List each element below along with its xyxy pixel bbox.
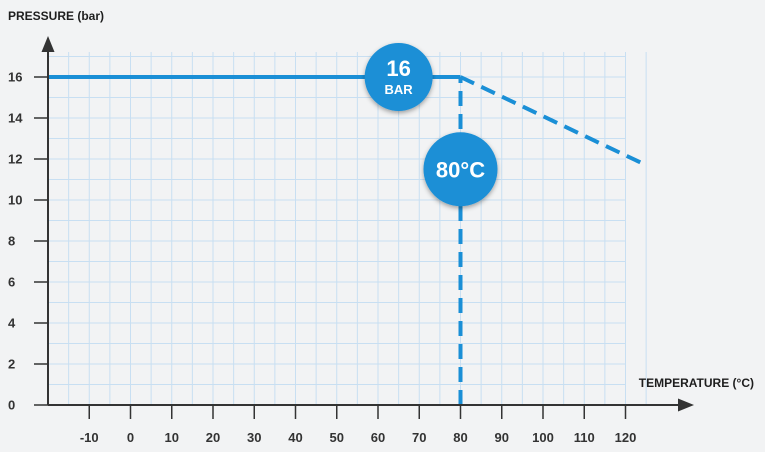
pressure-badge-circle (364, 43, 433, 111)
y-tick-label: 4 (8, 316, 16, 331)
x-tick-label: 80 (453, 430, 467, 445)
temperature-badge-value: 80°C (436, 157, 485, 182)
x-tick-label: 10 (165, 430, 179, 445)
x-tick-label: 20 (206, 430, 220, 445)
y-tick-label: 0 (8, 398, 15, 413)
axes (41, 36, 694, 412)
derating-line-dashed (459, 75, 647, 167)
y-tick-label: 16 (8, 70, 22, 85)
y-tick-label: 6 (8, 275, 15, 290)
pressure-badge-unit: BAR (385, 82, 414, 97)
x-axis-arrow-icon (678, 398, 694, 412)
y-tick-label: 14 (8, 111, 23, 126)
x-tick-label: 30 (247, 430, 261, 445)
y-tick-label: 10 (8, 193, 22, 208)
x-tick-label: 0 (127, 430, 134, 445)
temperature-badge-circle (423, 132, 498, 207)
x-tick-label: 50 (330, 430, 344, 445)
x-tick-label: 60 (371, 430, 385, 445)
y-tick-label: 12 (8, 152, 22, 167)
y-axis-arrow-icon (41, 36, 55, 52)
x-tick-label: 90 (495, 430, 509, 445)
y-tick-label: 2 (8, 357, 15, 372)
x-tick-label: 110 (574, 430, 595, 445)
y-tick-label: 8 (8, 234, 15, 249)
x-tick-label: 100 (532, 430, 554, 445)
temperature-badge: 80°C (423, 132, 498, 207)
pressure-badge-value: 16 (386, 56, 410, 81)
x-tick-label: 120 (615, 430, 637, 445)
x-tick-label: -10 (80, 430, 99, 445)
x-tick-label: 40 (288, 430, 302, 445)
x-axis-title: TEMPERATURE (°C) (639, 376, 754, 390)
x-tick-label: 70 (412, 430, 426, 445)
ticks: -10 0 10 20 30 40 50 60 70 80 90 100 110 120 0 2 4 6 8 10 12… (8, 70, 636, 446)
y-axis-title: PRESSURE (bar) (8, 9, 104, 23)
